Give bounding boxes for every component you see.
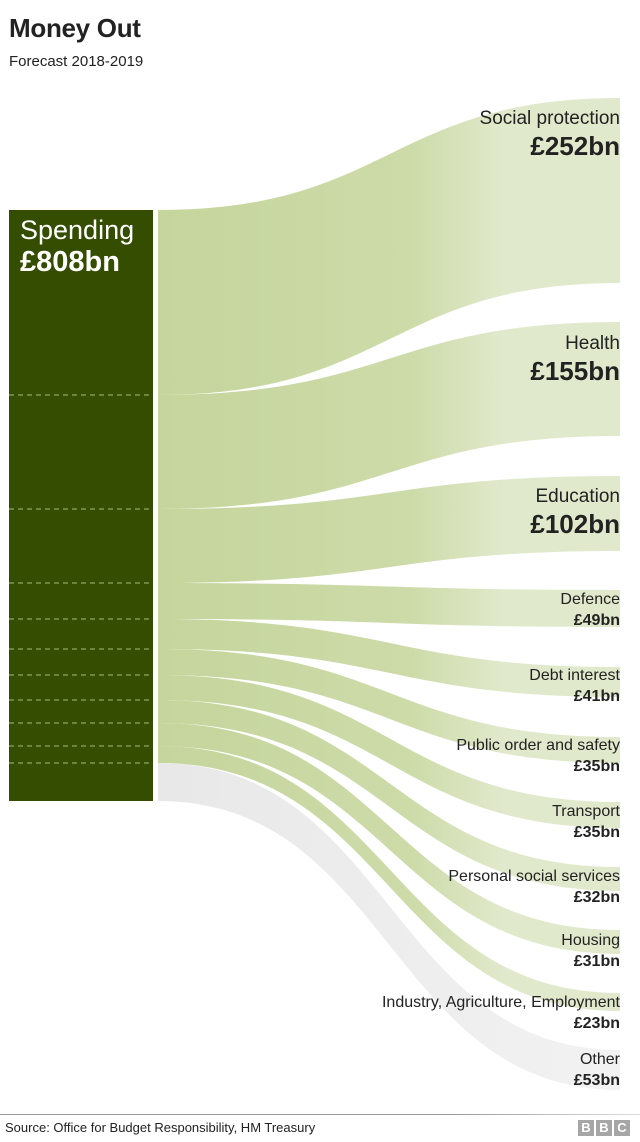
bbc-logo-letter: C bbox=[614, 1120, 630, 1136]
chart-subtitle: Forecast 2018-2019 bbox=[9, 53, 144, 70]
category-education: Education £102bn bbox=[530, 485, 620, 539]
flow-transport bbox=[158, 675, 620, 828]
bbc-logo: B B C bbox=[578, 1120, 630, 1136]
flow-public-order bbox=[158, 649, 620, 763]
category-value: £35bn bbox=[573, 758, 620, 775]
category-value: £41bn bbox=[573, 688, 620, 705]
category-name: Other bbox=[579, 1051, 620, 1068]
category-value: £102bn bbox=[530, 509, 620, 539]
flow-other bbox=[158, 763, 620, 1090]
category-public-order-safety: Public order and safety £35bn bbox=[456, 735, 620, 777]
category-name: Transport bbox=[552, 803, 620, 820]
category-housing: Housing £31bn bbox=[561, 930, 620, 972]
flow-housing bbox=[158, 723, 620, 954]
category-value: £53bn bbox=[573, 1072, 620, 1089]
category-name: Industry, Agriculture, Employment bbox=[381, 994, 620, 1011]
flow-social-protection bbox=[158, 98, 620, 395]
flow-education bbox=[158, 476, 620, 583]
category-transport: Transport £35bn bbox=[552, 801, 620, 843]
category-name: Personal social services bbox=[448, 868, 620, 885]
flow-health bbox=[158, 322, 620, 509]
category-value: £35bn bbox=[573, 824, 620, 841]
chart-title: Money Out bbox=[9, 13, 141, 43]
category-value: £32bn bbox=[573, 889, 620, 906]
category-value: £252bn bbox=[530, 131, 620, 161]
category-value: £23bn bbox=[573, 1015, 620, 1032]
category-name: Public order and safety bbox=[456, 737, 620, 754]
category-name: Health bbox=[565, 333, 620, 354]
category-other: Other £53bn bbox=[574, 1049, 620, 1091]
category-name: Social protection bbox=[479, 108, 620, 129]
flow-debt-interest bbox=[158, 619, 620, 697]
bbc-logo-letter: B bbox=[596, 1120, 612, 1136]
category-health: Health £155bn bbox=[530, 332, 620, 386]
spending-bar bbox=[9, 210, 153, 801]
flow-defence bbox=[158, 583, 620, 627]
flow-personal-social-services bbox=[158, 700, 620, 891]
source-note: Source: Office for Budget Responsibility… bbox=[5, 1120, 316, 1135]
category-defence: Defence £49bn bbox=[560, 589, 620, 631]
category-value: £49bn bbox=[573, 612, 620, 629]
category-name: Debt interest bbox=[529, 667, 620, 684]
category-social-protection: Social protection £252bn bbox=[480, 107, 620, 161]
category-name: Education bbox=[535, 486, 620, 507]
category-debt-interest: Debt interest £41bn bbox=[529, 665, 620, 707]
spending-label: Spending £808bn bbox=[20, 214, 134, 278]
category-industry-agriculture-employment: Industry, Agriculture, Employment £23bn bbox=[382, 992, 620, 1034]
footer-divider bbox=[0, 1114, 640, 1115]
category-name: Housing bbox=[561, 932, 620, 949]
category-value: £31bn bbox=[573, 953, 620, 970]
flow-industry bbox=[158, 746, 620, 1011]
bbc-logo-letter: B bbox=[578, 1120, 594, 1136]
segment-dividers bbox=[9, 394, 153, 764]
category-value: £155bn bbox=[530, 356, 620, 386]
category-personal-social-services: Personal social services £32bn bbox=[448, 866, 620, 908]
spending-value: £808bn bbox=[20, 246, 120, 278]
flow-bands bbox=[158, 98, 620, 1090]
spending-name: Spending bbox=[20, 215, 135, 245]
category-name: Defence bbox=[560, 591, 620, 608]
